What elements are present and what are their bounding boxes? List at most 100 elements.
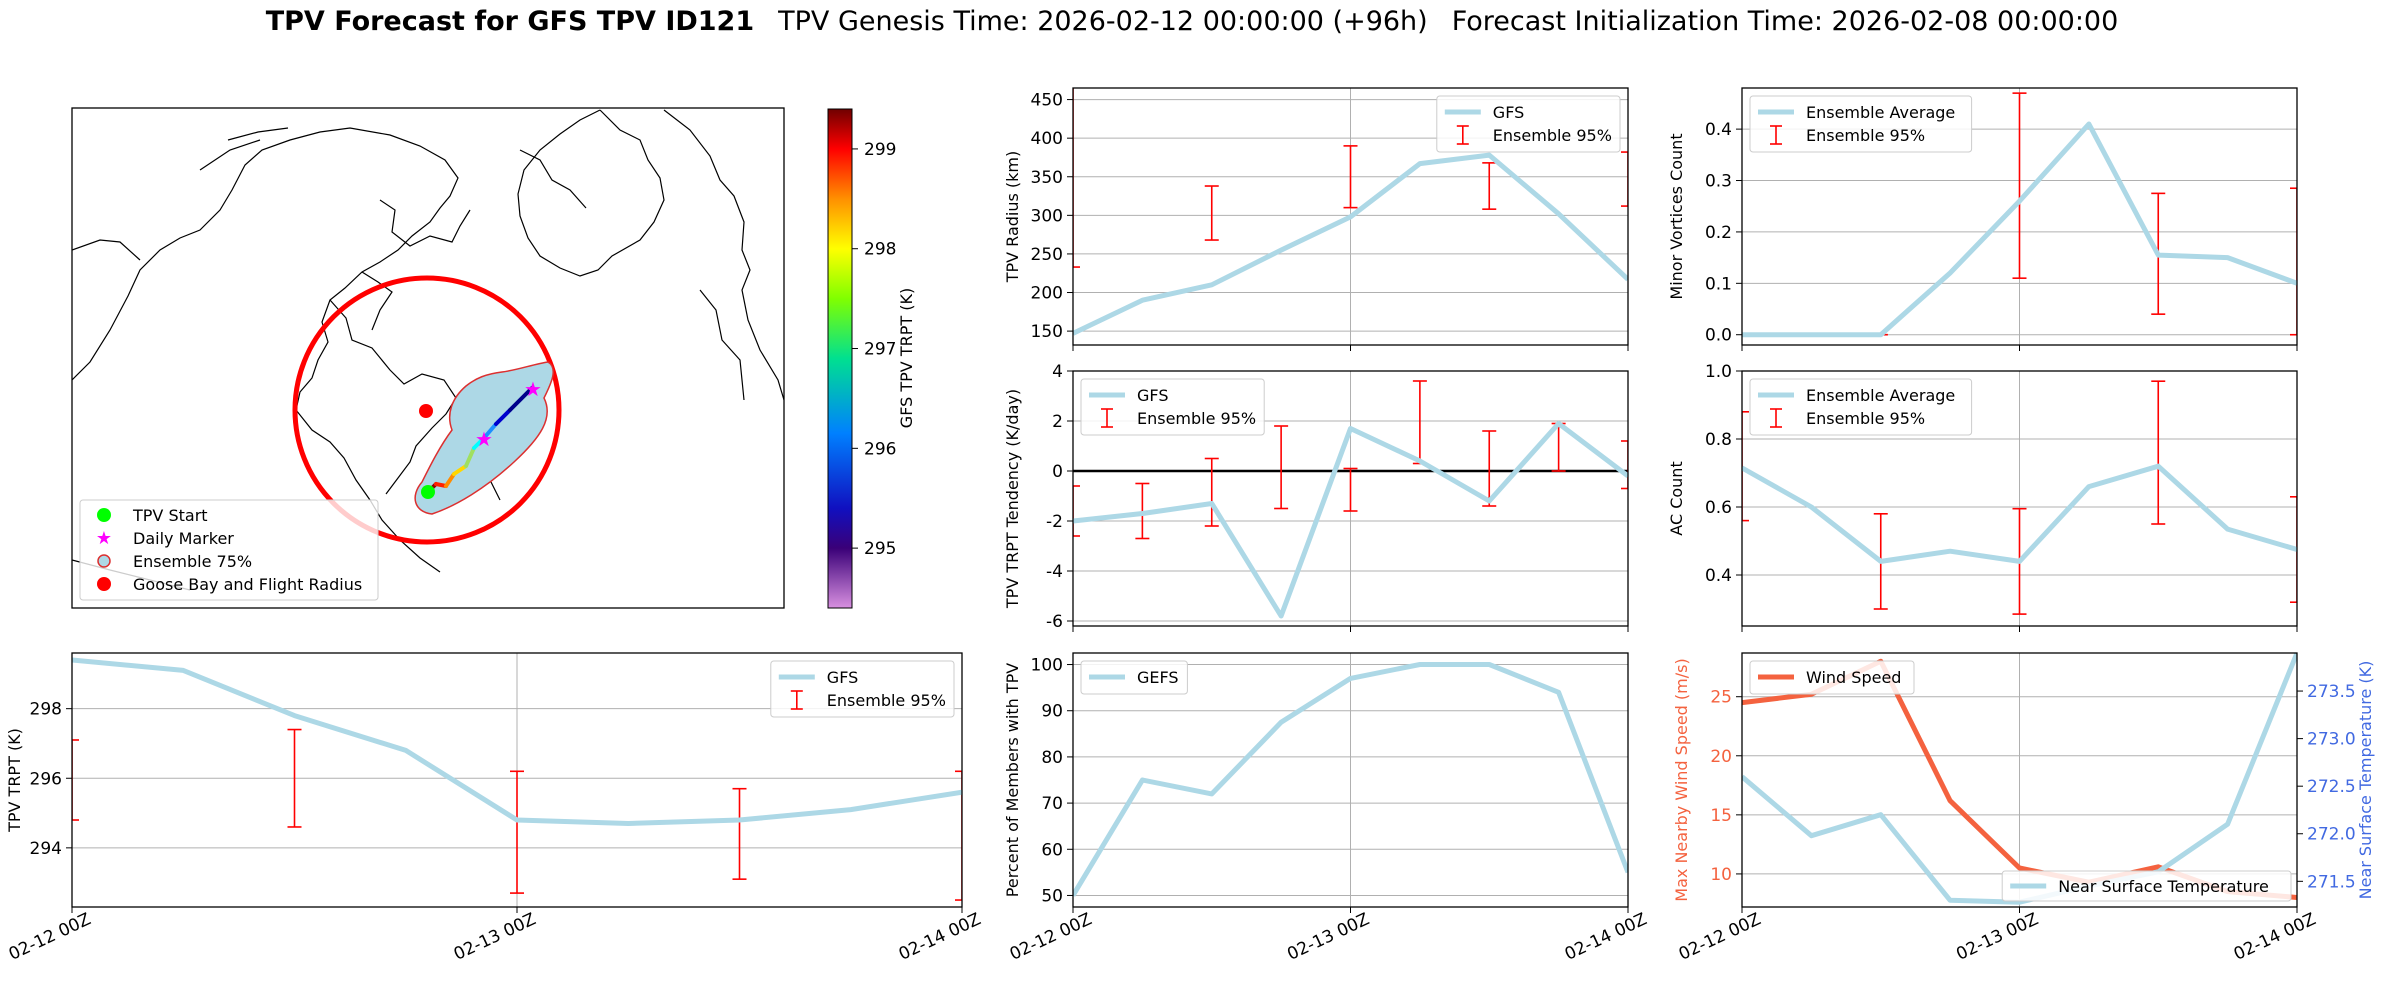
series-line-ensemble-average — [1742, 121, 2297, 338]
daily-marker-2: ★ — [524, 377, 542, 401]
y-tick-label: 50 — [1041, 886, 1063, 906]
chart-panel-ac: 0.4 0.6 0.8 1.0 AC Count Ensemble Average Ense… — [1667, 362, 2298, 632]
y-tick-label: 350 — [1031, 168, 1063, 188]
y-right-tick-label: 273.5 — [2307, 682, 2356, 702]
chart-plot-area — [1073, 662, 1628, 897]
legend-box — [1080, 378, 1265, 436]
tpv-track — [426, 386, 534, 494]
legend-label: Ensemble Average — [1806, 386, 1955, 405]
goose-bay-point — [419, 404, 433, 418]
series-line-near-surface-temperature — [1742, 653, 2297, 905]
legend-tpv-start-icon — [97, 508, 111, 522]
legend-label: Ensemble 95% — [1806, 126, 1925, 145]
colorbar-tick-label: 298 — [864, 240, 896, 260]
y-axis-label: Percent of Members with TPV — [1003, 663, 1022, 897]
chart-plot-area — [1073, 88, 1628, 336]
y-axis-label: AC Count — [1667, 461, 1686, 535]
map-legend-box — [79, 499, 379, 601]
title-init-time: Forecast Initialization Time: 2026-02-08… — [1451, 6, 2119, 37]
y-tick-label: -6 — [1046, 612, 1063, 632]
y-tick-label: 450 — [1031, 91, 1063, 111]
y-tick-label: 90 — [1041, 702, 1063, 722]
colorbar-tick-label: 297 — [864, 340, 896, 360]
daily-marker-1: ★ — [475, 427, 493, 451]
legend-box — [770, 660, 955, 718]
y-tick-label: 0.6 — [1705, 498, 1732, 518]
legend-label: Ensemble 95% — [1137, 409, 1256, 428]
y-tick-label: 60 — [1041, 840, 1063, 860]
y-tick-label: 400 — [1031, 129, 1063, 149]
y-tick-label: 25 — [1710, 688, 1732, 708]
goose-bay-flight-radius-circle — [292, 275, 562, 545]
y-tick-label: 298 — [30, 700, 62, 720]
chart-legend: Ensemble Average Ensemble 95% — [1749, 95, 1973, 153]
y-tick-label: 150 — [1031, 322, 1063, 342]
colorbar-label: GFS TPV TRPT (K) — [897, 288, 916, 428]
y-axis-label: TPV TRPT (K) — [5, 728, 24, 833]
legend-goose-bay-icon — [97, 577, 111, 591]
legend-label: Ensemble 95% — [827, 691, 946, 710]
y-tick-label: -2 — [1046, 512, 1063, 532]
colorbar-gradient — [827, 108, 853, 609]
y-tick-label: 70 — [1041, 794, 1063, 814]
y-tick-label: 0.0 — [1705, 326, 1732, 346]
legend-box — [1749, 378, 1973, 436]
legend-label: Ensemble Average — [1806, 103, 1955, 122]
chart-panel-minor: 0.0 0.1 0.2 0.3 0.4 Minor Vortices Count Ensem… — [1667, 87, 2298, 351]
series-line-gfs — [72, 657, 962, 826]
y-tick-label: 0.8 — [1705, 430, 1732, 450]
chart-legend: GEFS — [1080, 660, 1188, 695]
x-tick-label: 02-14 00Z — [2231, 909, 2319, 964]
colorbar-ticks: 295 296 297 298 299 — [852, 140, 896, 559]
y-tick-label: 294 — [30, 839, 62, 859]
y-tick-label: -4 — [1046, 562, 1063, 582]
y-tick-label: 300 — [1031, 206, 1063, 226]
legend-box — [1436, 95, 1621, 153]
legend-label: GFS — [827, 668, 858, 687]
y-tick-label: 0.4 — [1705, 566, 1732, 586]
y-tick-label: 250 — [1031, 245, 1063, 265]
y-tick-label: 1.0 — [1705, 362, 1732, 382]
legend-daily-marker: Daily Marker — [133, 529, 234, 548]
legend-box — [1749, 660, 1915, 695]
chart-legend: GFS Ensemble 95% — [1080, 378, 1265, 436]
colorbar-tick-label: 295 — [864, 539, 896, 559]
legend-box — [2001, 870, 2292, 902]
x-tick-label: 02-12 00Z — [1007, 909, 1095, 964]
colorbar-tick-label: 299 — [864, 140, 896, 160]
chart-plot-area — [72, 657, 962, 901]
legend-box — [1749, 95, 1973, 153]
legend-label: GFS — [1493, 103, 1524, 122]
legend-label: Near Surface Temperature — [2058, 877, 2269, 896]
y-tick-label: 100 — [1031, 656, 1063, 676]
y-tick-label: 0 — [1052, 462, 1063, 482]
x-tick-label: 02-13 00Z — [451, 909, 539, 964]
y-tick-label: 20 — [1710, 747, 1732, 767]
legend-ensemble-75: Ensemble 75% — [133, 552, 252, 571]
legend-tpv-start: TPV Start — [132, 506, 208, 525]
x-tick-label: 02-13 00Z — [1284, 909, 1372, 964]
legend-label: GEFS — [1137, 668, 1179, 687]
y-right-axis-label: Near Surface Temperature (K) — [2356, 661, 2375, 900]
series-line-gefs — [1073, 662, 1628, 897]
chart-legend: GFS Ensemble 95% — [770, 660, 955, 718]
x-tick-label: 02-14 00Z — [1562, 909, 1650, 964]
y-axis-label: TPV TRPT Tendency (K/day) — [1003, 389, 1022, 609]
y-tick-label: 4 — [1052, 362, 1063, 382]
chart-plot-area — [1742, 92, 2297, 338]
legend-label: Ensemble 95% — [1806, 409, 1925, 428]
y-axis-label: Minor Vortices Count — [1667, 133, 1686, 299]
chart-panel-radius: 150 200 250 300 350 400 450 TPV Radius (km) GFS E… — [1003, 87, 1629, 351]
y-tick-label: 15 — [1710, 806, 1732, 826]
legend-box — [1080, 660, 1188, 695]
map-panel: ★ ★ TPV Start ★ Daily Marker Ensemble 75… — [71, 107, 916, 609]
legend-goose-bay: Goose Bay and Flight Radius — [133, 575, 362, 594]
legend-label: Wind Speed — [1806, 668, 1901, 687]
chart-panel-tendency: -6 -4 -2 0 2 4 TPV TRPT Tendency (K/day) GFS Ens… — [1003, 362, 1629, 632]
figure-title: TPV Forecast for GFS TPV ID121 TPV Genesi… — [0, 6, 2384, 37]
chart-plot-area — [1073, 380, 1628, 619]
y-axis-label: Max Nearby Wind Speed (m/s) — [1672, 658, 1691, 901]
y-tick-label: 0.1 — [1705, 274, 1732, 294]
